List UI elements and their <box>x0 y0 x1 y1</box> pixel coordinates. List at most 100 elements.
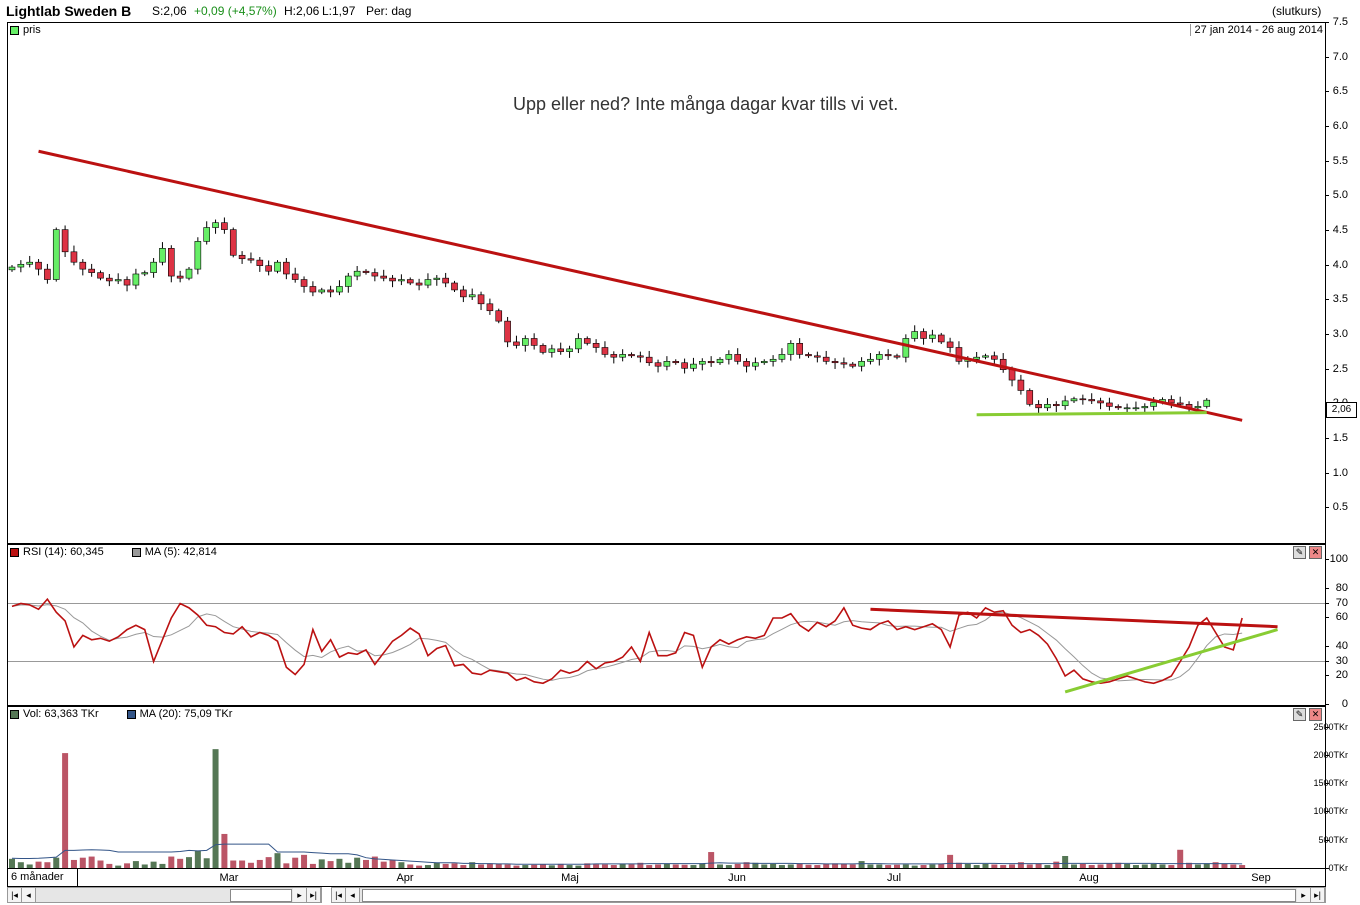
close-icon[interactable]: ✕ <box>1309 546 1322 559</box>
candle <box>70 245 78 266</box>
volume-bar <box>717 864 723 869</box>
candle <box>911 325 919 342</box>
y-tick <box>1325 811 1329 813</box>
y-tick <box>1325 126 1329 127</box>
volume-bar <box>947 854 954 869</box>
volume-bar <box>433 862 440 869</box>
volume-bar <box>911 865 918 869</box>
candle <box>654 359 662 373</box>
volume-bar <box>770 863 777 869</box>
volume-bar <box>354 857 361 869</box>
candle <box>831 358 839 369</box>
volume-bar <box>690 865 697 869</box>
left-scrollbar[interactable]: |◂ ◂ ▸ ▸| <box>7 887 322 903</box>
close-icon[interactable]: ✕ <box>1309 708 1322 721</box>
volume-bar <box>256 859 263 869</box>
rsi-panel[interactable]: RSI (14): 60,345 MA (5): 42,814 ✎ ✕ <box>7 544 1326 706</box>
candle <box>8 264 16 272</box>
y-tick-label: 4.0 <box>1332 258 1348 271</box>
candle <box>840 357 848 369</box>
candle <box>601 341 609 358</box>
scroll-first-button[interactable]: |◂ <box>332 888 346 902</box>
y-tick <box>1325 195 1329 197</box>
candle <box>743 358 750 373</box>
volume-bar <box>416 865 423 869</box>
y-tick-label: 40 <box>1335 640 1348 652</box>
candle <box>194 237 202 275</box>
candle <box>229 227 237 258</box>
volume-bar <box>79 857 86 869</box>
right-scrollbar[interactable]: |◂ ◂ ▸ ▸| <box>331 887 1326 903</box>
candle <box>769 355 777 367</box>
price-legend: pris <box>10 24 41 36</box>
rsi-ma-swatch <box>131 547 141 557</box>
x-tick-label: Sep <box>1251 872 1271 884</box>
candle <box>787 340 795 361</box>
volume-bar <box>938 863 945 869</box>
volume-bar <box>495 863 502 869</box>
volume-bar <box>1035 863 1042 869</box>
y-tick <box>1325 675 1329 676</box>
volume-bar <box>1000 865 1007 869</box>
candle <box>663 356 671 371</box>
y-tick <box>1325 91 1329 93</box>
volume-bar <box>451 863 458 869</box>
period-label[interactable]: 6 månader <box>8 869 78 886</box>
y-tick <box>1325 160 1329 162</box>
volume-bar <box>1017 862 1024 869</box>
trendline[interactable] <box>976 411 1207 417</box>
scroll-last-button[interactable]: ▸| <box>307 888 321 902</box>
volume-bar <box>398 862 405 869</box>
y-tick <box>1325 472 1329 474</box>
settings-icon[interactable]: ✎ <box>1293 708 1306 721</box>
candle <box>1044 398 1051 411</box>
candle <box>265 260 272 276</box>
volume-bar <box>380 861 387 869</box>
volume-bar <box>159 863 166 869</box>
candle <box>460 285 467 303</box>
scroll-prev-button[interactable]: ◂ <box>346 888 360 902</box>
rsi-legend: RSI (14): 60,345 MA (5): 42,814 <box>10 546 217 558</box>
scroll-next-button[interactable]: ▸ <box>1297 888 1311 902</box>
trendline[interactable] <box>38 149 1243 422</box>
y-tick-label: 100 <box>1329 553 1348 565</box>
scroll-thumb[interactable] <box>230 889 292 902</box>
scroll-thumb[interactable] <box>362 889 1296 902</box>
scroll-prev-button[interactable]: ◂ <box>22 888 36 902</box>
y-tick <box>1325 368 1329 370</box>
header: Lightlab Sweden B S:2,06 +0,09 (+4,57%) … <box>0 0 1360 22</box>
volume-bar <box>805 864 812 869</box>
candle <box>637 351 644 363</box>
candle <box>725 350 733 365</box>
date-range: 27 jan 2014 - 26 aug 2014 <box>1189 24 1323 36</box>
rsi-trendline[interactable] <box>1064 628 1278 694</box>
candle <box>17 260 25 273</box>
volume-bar <box>212 749 219 869</box>
volume-bar <box>1239 865 1246 869</box>
volume-bar <box>301 854 308 869</box>
y-tick <box>1325 334 1329 335</box>
scroll-next-button[interactable]: ▸ <box>293 888 307 902</box>
candle <box>539 343 547 355</box>
volume-bar <box>655 864 662 869</box>
volume-bar <box>982 863 989 869</box>
candle <box>362 269 370 275</box>
period-selector[interactable]: Per: dag <box>366 4 412 18</box>
rsi-trendline[interactable] <box>870 607 1278 629</box>
volume-bar <box>460 865 467 869</box>
y-tick-label: 0.5 <box>1332 501 1348 514</box>
scroll-last-button[interactable]: ▸| <box>1311 888 1325 902</box>
y-tick-label: 2000TKr <box>1313 749 1348 760</box>
candle <box>849 362 857 369</box>
y-tick <box>1325 559 1329 560</box>
candle <box>902 334 910 363</box>
scroll-first-button[interactable]: |◂ <box>8 888 22 902</box>
volume-panel[interactable]: Vol: 63,363 TKr MA (20): 75,09 TKr ✎ ✕ <box>7 706 1326 870</box>
price-panel[interactable]: pris 27 jan 2014 - 26 aug 2014 Upp eller… <box>7 22 1326 544</box>
volume-bar <box>1194 864 1201 869</box>
volume-bar <box>70 859 77 869</box>
volume-bar <box>1026 864 1033 869</box>
candle <box>327 285 334 298</box>
volume-bar <box>1141 864 1148 869</box>
settings-icon[interactable]: ✎ <box>1293 546 1306 559</box>
